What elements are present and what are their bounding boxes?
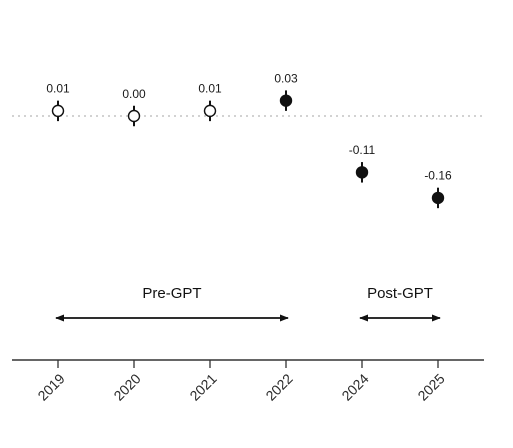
value-label-2019: 0.01 xyxy=(46,82,70,96)
point-2020 xyxy=(127,109,141,123)
point-2024 xyxy=(355,166,369,179)
value-label-2025: -0.16 xyxy=(424,169,452,183)
point-2022 xyxy=(279,94,293,107)
x-tick-label-2019: 2019 xyxy=(34,370,67,403)
period-label-0: Pre-GPT xyxy=(142,285,201,302)
x-tick-label-2022: 2022 xyxy=(262,370,295,403)
point-2019 xyxy=(51,104,65,118)
point-2025 xyxy=(431,191,445,205)
x-axis-ticks: 2019 2020 2021 2022 2024 2025 xyxy=(34,360,448,404)
x-tick-label-2021: 2021 xyxy=(186,370,219,403)
value-label-2022: 0.03 xyxy=(274,71,298,85)
x-tick-label-2025: 2025 xyxy=(414,370,447,403)
period-label-1: Post-GPT xyxy=(367,285,433,302)
x-tick-label-2020: 2020 xyxy=(110,370,143,403)
point-2021 xyxy=(203,104,217,118)
value-label-2021: 0.01 xyxy=(198,82,222,96)
value-label-2020: 0.00 xyxy=(122,87,146,101)
value-label-2024: -0.11 xyxy=(349,143,376,157)
period-annotations: Pre-GPT Post-GPT xyxy=(55,285,441,322)
x-tick-label-2024: 2024 xyxy=(338,370,371,403)
data-points: 0.01 0.00 0.01 0.03 -0.11 -0.16 xyxy=(46,71,452,209)
